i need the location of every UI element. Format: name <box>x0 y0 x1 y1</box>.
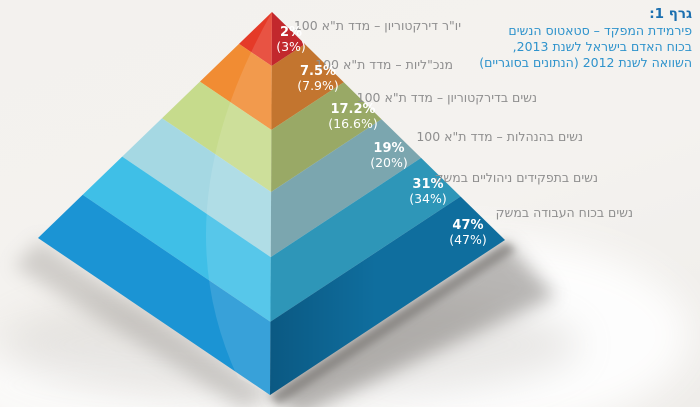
pyramid-level-1-right-face <box>271 12 305 66</box>
level-3-value-2012: (16.6%) <box>328 116 378 131</box>
chart-title-line-1: פירמידת המפקד – סטאטוס הנשים <box>508 23 692 38</box>
chart-title-heading: גרף 1: <box>649 6 692 22</box>
pyramid-level-3-right-face <box>271 82 382 192</box>
level-1-value-2012: (3%) <box>276 39 306 54</box>
level-2-value-2013: 7.5% <box>299 64 337 79</box>
ground-shadow-right-edge-dark <box>269 242 516 404</box>
level-3-values: 17.2% (16.6%) <box>328 103 377 131</box>
level-6-values: 47% (47%) <box>449 219 487 247</box>
pyramid-level-4-right-face <box>270 119 422 258</box>
level-1-label: יו"ר דירקטוריון – מדד ת"א 100 <box>293 18 461 33</box>
level-6-value-2012: (47%) <box>449 232 487 247</box>
level-5-value-2012: (34%) <box>409 191 447 206</box>
level-2-value-2012: (7.9%) <box>297 78 339 93</box>
pyramid-level-1-left-face <box>239 12 272 66</box>
level-4-value-2012: (20%) <box>370 155 408 170</box>
pyramid-level-2-left-face <box>199 43 272 130</box>
chart-title-line-3: השוואה לשנת 2012 (הנתונים בסוגריים) <box>479 55 692 70</box>
level-4-label: נשים בהנהלות – מדד ת"א 100 <box>416 129 583 144</box>
level-3-value-2013: 17.2% <box>330 102 376 117</box>
level-1-values: 2% (3%) <box>276 26 306 54</box>
pyramid-gloss-highlight <box>205 12 272 395</box>
level-3-label: נשים בדירקטוריון – מדד ת"א 100 <box>356 90 537 105</box>
chart-title-line-2: בכוח האדם בישראל לשנת 2013, <box>512 39 692 54</box>
level-6-value-2013: 47% <box>452 218 484 233</box>
level-5-values: 31% (34%) <box>409 178 447 206</box>
pyramid-level-5-left-face <box>82 156 271 322</box>
level-6-label: נשים בכוח העבודה במשק <box>495 205 633 220</box>
level-4-values: 19% (20%) <box>370 142 408 170</box>
level-2-label: מנכ"ליות – מדד ת"א 100 <box>315 57 453 72</box>
pyramid-level-5-right-face <box>270 157 461 322</box>
pyramid-level-4-left-face <box>122 118 272 258</box>
pyramid-level-6-right-shade <box>270 196 505 395</box>
pyramid-level-2-right-face <box>271 44 344 130</box>
level-4-value-2013: 19% <box>373 141 405 156</box>
level-5-value-2013: 31% <box>412 177 444 192</box>
level-2-values: 7.5% (7.9%) <box>297 65 339 93</box>
level-5-label: נשים בתפקידים ניהוליים במשק <box>434 170 598 185</box>
chart-title-block: גרף 1: פירמידת המפקד – סטאטוס הנשים בכוח… <box>479 6 692 71</box>
level-1-value-2013: 2% <box>279 25 303 40</box>
pyramid-level-6-left-face <box>38 194 271 395</box>
pyramid-level-3-left-face <box>162 81 272 192</box>
ground-shadow-left-edge <box>14 240 268 407</box>
ground-shadow-right-edge <box>268 241 556 407</box>
